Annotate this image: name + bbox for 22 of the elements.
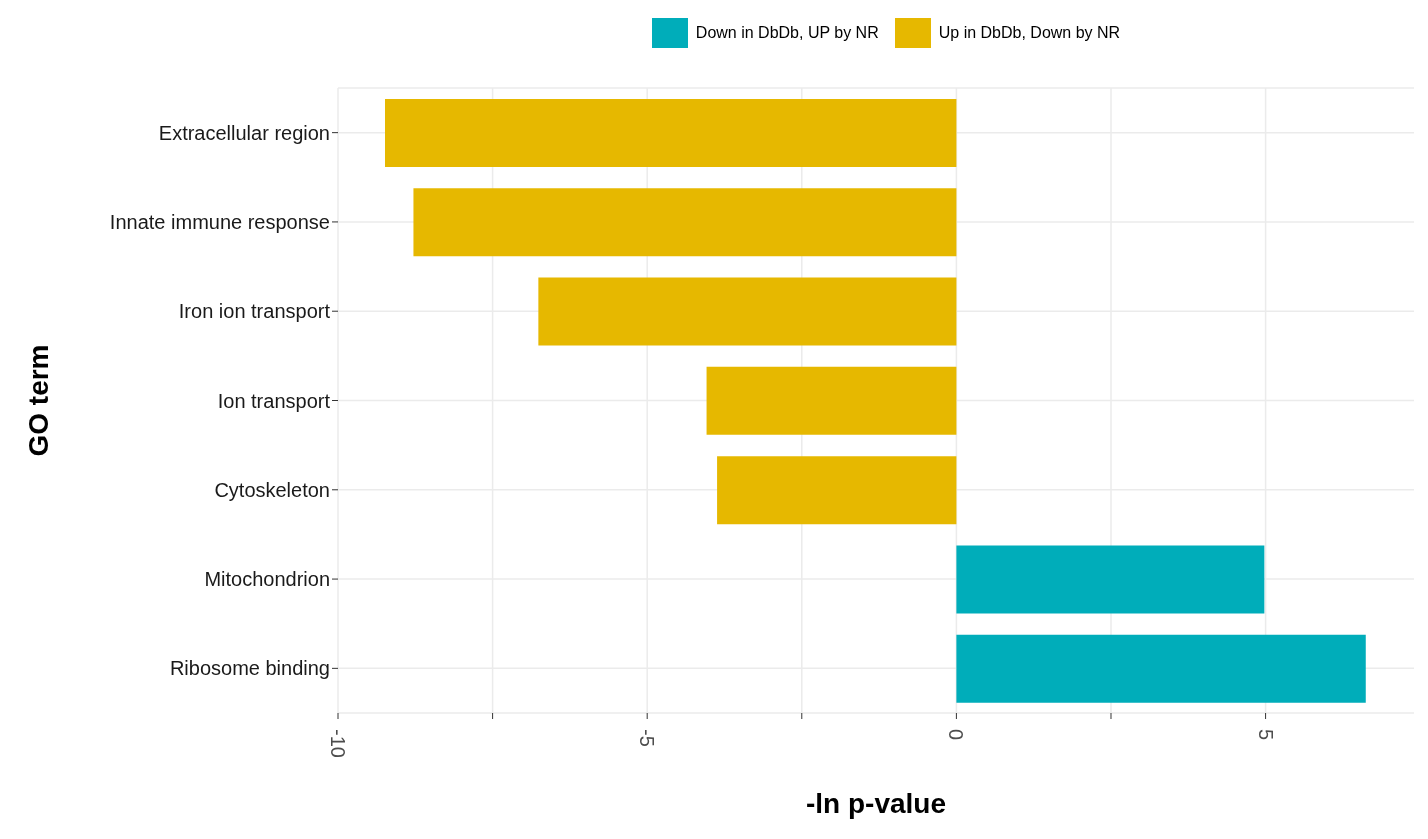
y-tick-label: Cytoskeleton (214, 478, 330, 501)
x-tick-label: -10 (327, 729, 349, 758)
bar (956, 545, 1265, 614)
y-tick-label: Mitochondrion (204, 568, 330, 591)
y-axis-title: GO term (22, 344, 54, 457)
legend-label: Down in DbDb, UP by NR (695, 24, 879, 42)
y-tick-label: Innate immune response (109, 210, 330, 233)
bar (956, 634, 1366, 703)
x-axis-title: -ln p-value (805, 788, 947, 819)
bar (385, 99, 957, 167)
y-tick-label: Extracellular region (158, 121, 330, 144)
bar (538, 277, 957, 346)
bar (706, 366, 957, 435)
x-tick-label: 0 (945, 729, 968, 741)
bar (413, 188, 957, 257)
y-tick-label: Ribosome binding (169, 657, 330, 680)
x-tick-label: 5 (1254, 729, 1277, 741)
bar (717, 456, 957, 525)
legend-label: Up in DbDb, Down by NR (938, 24, 1121, 42)
y-tick-label: Ion transport (217, 389, 331, 412)
y-tick-label: Iron ion transport (178, 300, 331, 323)
x-tick-label: -5 (636, 729, 659, 747)
